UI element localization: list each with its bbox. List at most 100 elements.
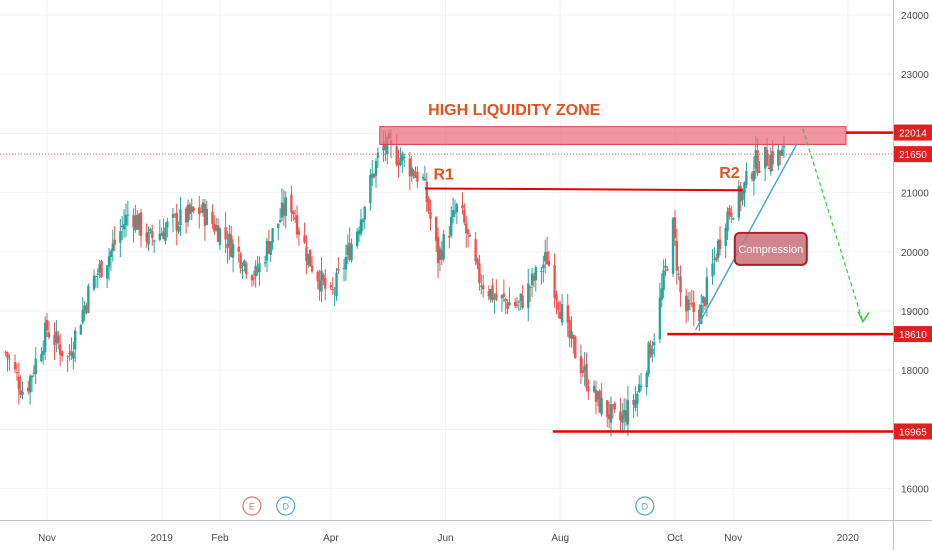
candle-body <box>771 151 774 165</box>
candle-body <box>386 136 389 155</box>
candle-body <box>647 342 650 375</box>
x-tick-label: 2020 <box>837 533 860 544</box>
candle-body <box>324 278 327 289</box>
candle-body <box>27 387 30 392</box>
candle-body <box>527 283 530 308</box>
candle-body <box>491 285 494 301</box>
candle-body <box>83 305 86 314</box>
y-tick-label: 23000 <box>901 70 929 81</box>
candle-body <box>517 301 521 303</box>
x-tick-label: Feb <box>211 533 229 544</box>
candle-body <box>162 231 165 240</box>
candle-body <box>211 211 214 224</box>
candle-body <box>335 272 338 296</box>
candle-body <box>267 241 271 254</box>
candle-body <box>318 280 321 291</box>
candle-body <box>478 263 481 284</box>
candle-body <box>205 208 208 225</box>
candle-body <box>453 212 457 214</box>
event-marker <box>635 496 655 516</box>
candle-body <box>92 275 96 290</box>
price-label: 18610 <box>899 330 927 341</box>
candle-body <box>105 265 109 279</box>
candle-body <box>43 322 47 353</box>
candle-body <box>455 204 459 213</box>
candle-body <box>201 202 205 213</box>
candle-body <box>745 171 748 186</box>
candle-body <box>320 270 323 292</box>
candle-body <box>560 304 564 323</box>
price-label: 22014 <box>899 129 927 140</box>
candle-body <box>369 175 372 204</box>
candle-body <box>756 150 759 174</box>
candle-body <box>134 215 137 231</box>
candle-body <box>136 215 139 230</box>
candle-body <box>6 352 9 358</box>
candle-body <box>440 249 443 260</box>
candle-body <box>463 210 466 223</box>
candle-body <box>371 173 374 178</box>
event-marker-label: D <box>642 502 649 512</box>
candle-body <box>416 171 419 182</box>
candle-body <box>651 348 654 355</box>
candle-body <box>763 146 767 169</box>
candle-body <box>506 302 509 310</box>
candle-body <box>688 303 692 305</box>
candle-body <box>711 263 714 277</box>
candle-body <box>55 331 58 343</box>
candle-body <box>245 263 248 275</box>
y-tick-label: 24000 <box>901 11 929 22</box>
candle-body <box>199 211 203 213</box>
candle-body <box>363 206 366 220</box>
candle-body <box>60 350 64 357</box>
candle-body <box>553 265 556 299</box>
candle-body <box>32 372 36 374</box>
candle-body <box>700 304 703 325</box>
candle-body <box>547 260 551 266</box>
candle-body <box>188 204 192 215</box>
y-tick-label: 18000 <box>901 366 929 377</box>
candle-body <box>94 276 98 278</box>
x-tick-label: Oct <box>667 533 683 544</box>
candle-body <box>359 219 363 234</box>
candle-body <box>384 141 387 151</box>
candle-body <box>356 231 359 247</box>
candle-body <box>100 261 103 278</box>
candle-body <box>230 235 233 257</box>
price-label-box <box>894 124 932 141</box>
zone-label: HIGH LIQUIDITY ZONE <box>428 102 600 119</box>
projection-arrow-line <box>802 128 864 322</box>
candle-body <box>399 157 402 166</box>
candle-body <box>74 330 77 350</box>
candle-body <box>666 269 669 271</box>
candle-body <box>280 202 284 218</box>
x-tick-label: Jun <box>437 533 453 544</box>
candle-body <box>732 218 735 220</box>
x-tick-label: Nov <box>724 533 742 544</box>
candle-body <box>113 239 116 245</box>
candle-body <box>87 286 90 314</box>
candle-body <box>480 285 483 287</box>
candle-body <box>316 271 319 282</box>
candle-body <box>658 297 662 340</box>
candle-body <box>216 225 220 242</box>
candle-body <box>213 223 216 232</box>
candle-body <box>587 387 590 392</box>
candle-body <box>660 288 663 300</box>
price-label: 16965 <box>899 427 927 438</box>
event-marker <box>242 496 262 516</box>
candle-body <box>572 335 575 340</box>
candle-body <box>493 297 496 299</box>
candle-body <box>282 203 286 216</box>
candle-body <box>305 246 308 261</box>
candle-body <box>190 206 193 213</box>
candle-body <box>132 215 135 228</box>
candle-body <box>198 207 201 215</box>
candle-body <box>57 335 60 344</box>
candle-body <box>28 376 32 393</box>
candle-body <box>671 218 675 274</box>
candle-body <box>701 296 705 303</box>
candle-body <box>559 311 562 319</box>
candle-body <box>85 306 88 310</box>
